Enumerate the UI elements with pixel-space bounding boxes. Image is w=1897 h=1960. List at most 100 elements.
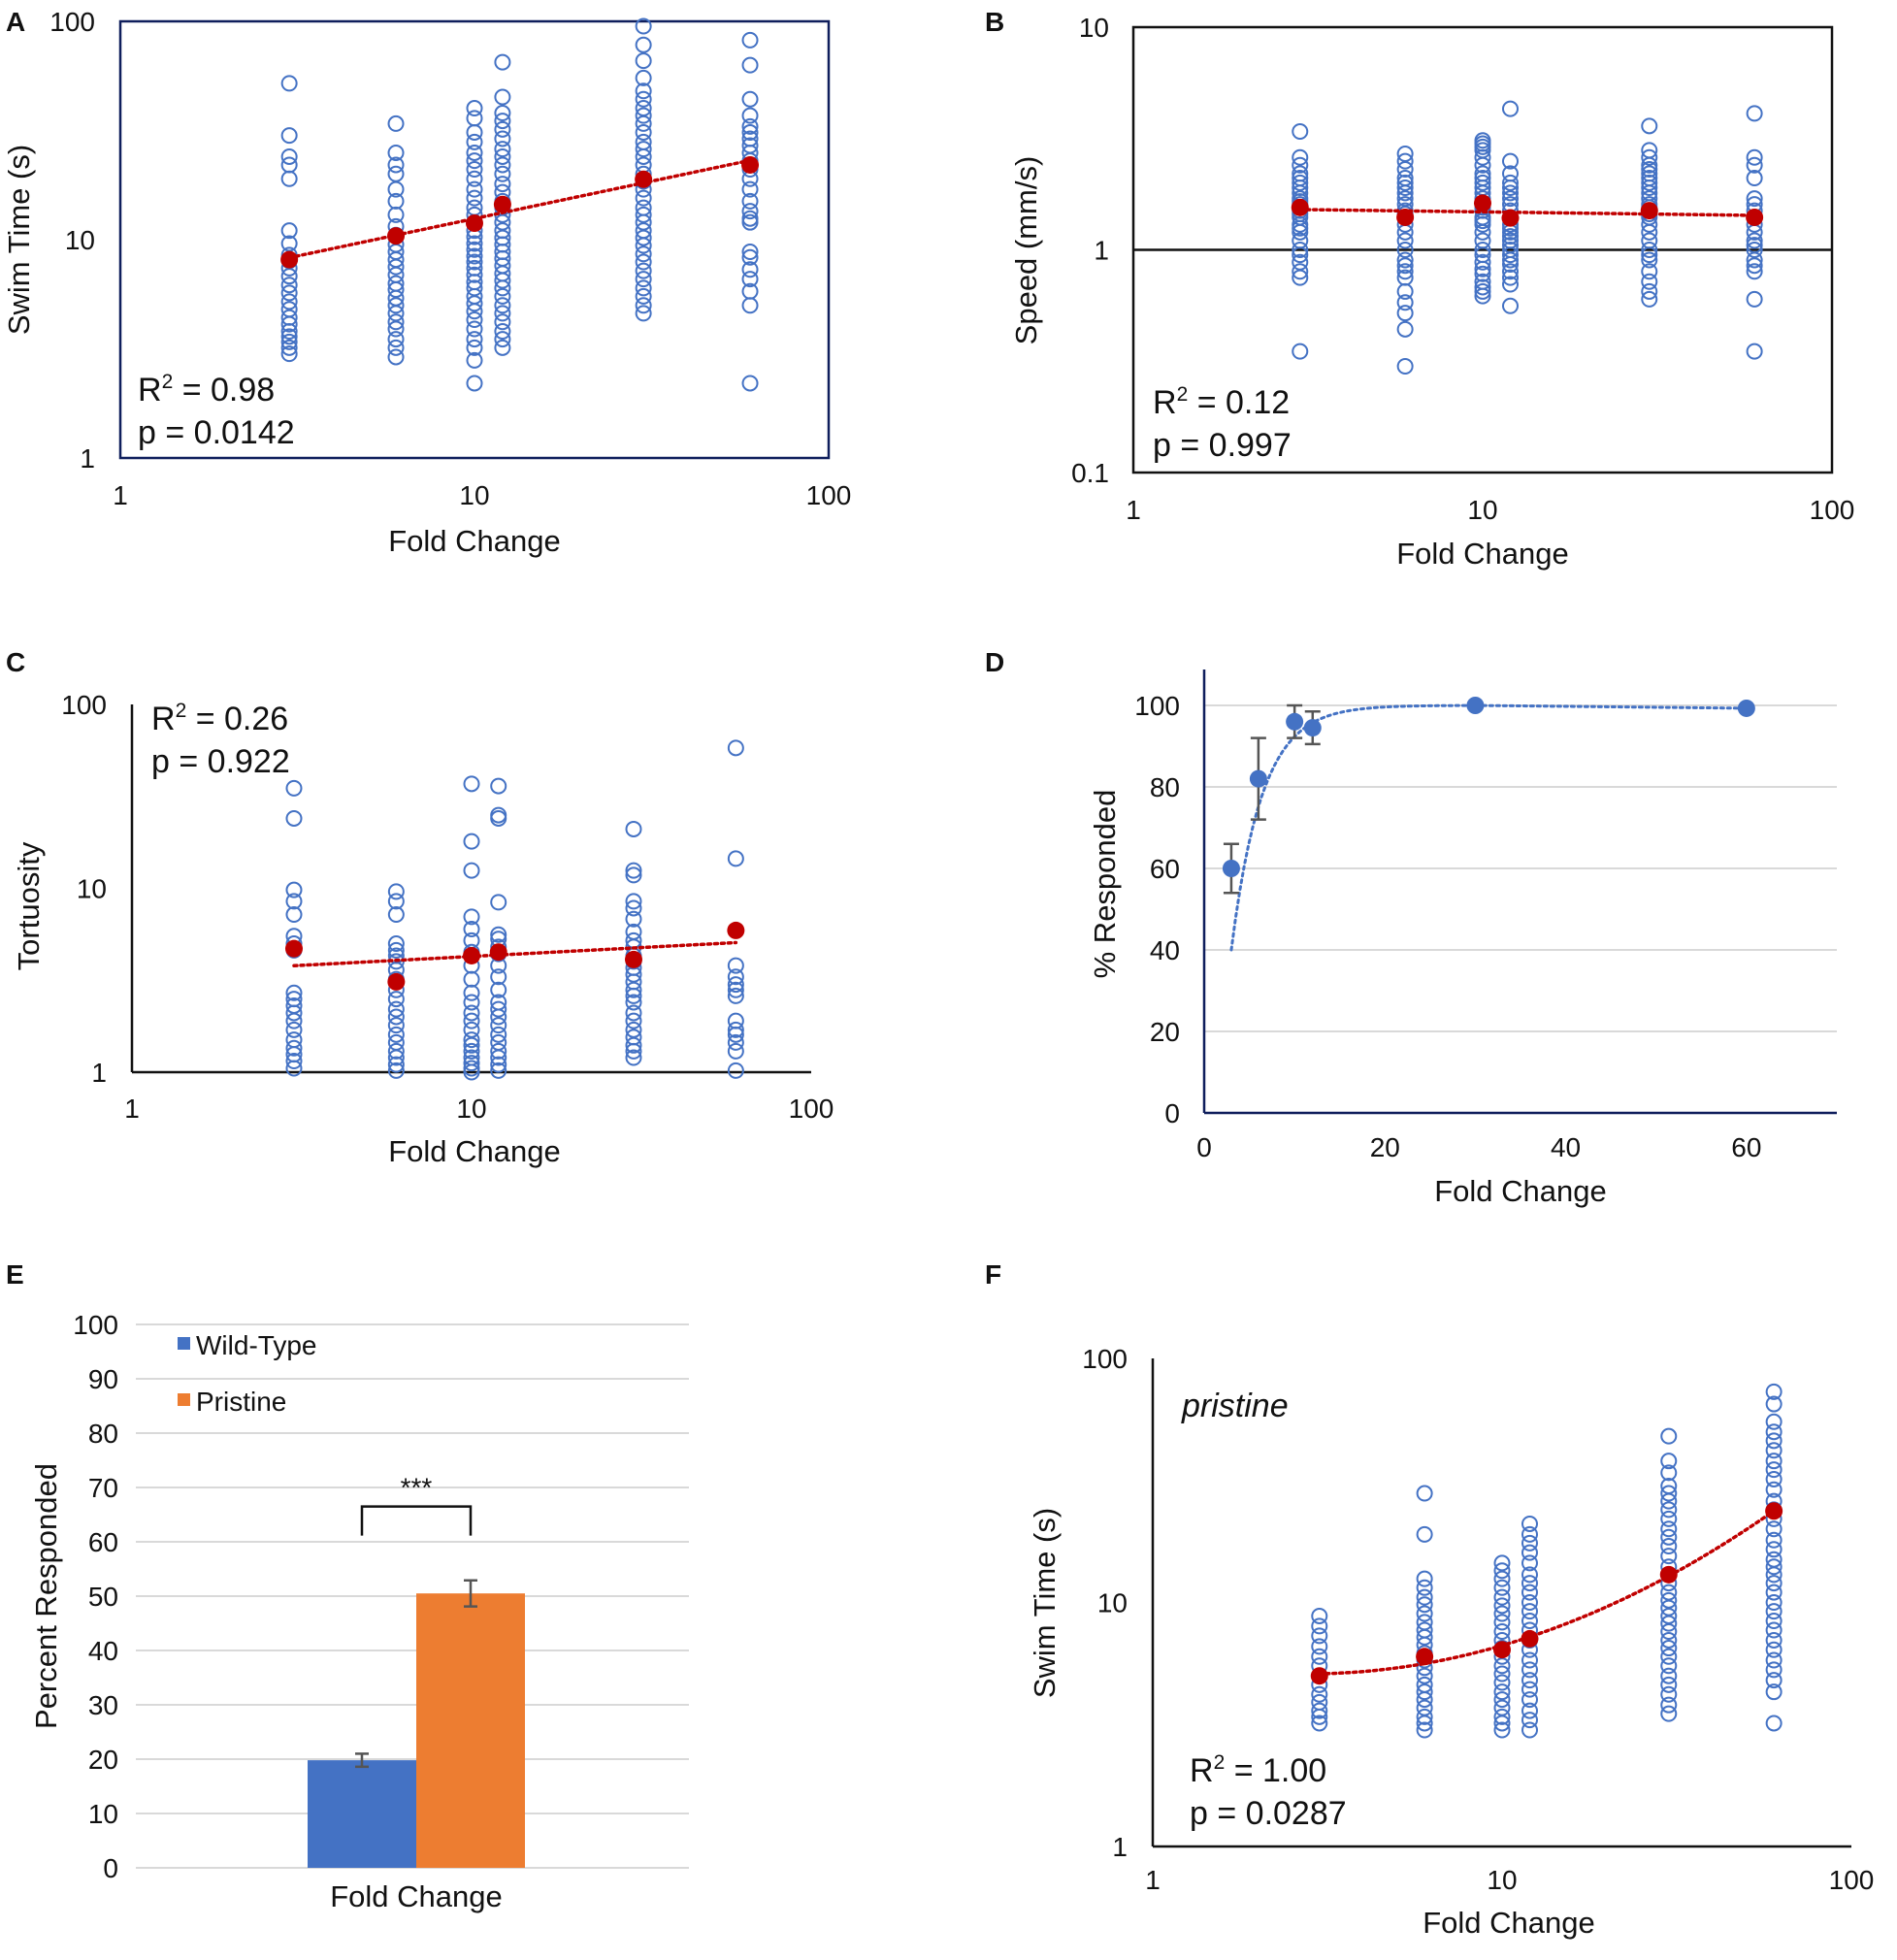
data-point: [387, 305, 405, 322]
x-tick-label: 20: [1370, 1132, 1400, 1162]
data-point: [1493, 1674, 1511, 1691]
data-point: [1396, 174, 1414, 191]
p-value-label: p = 0.922: [151, 743, 290, 780]
x-tick-label: 10: [459, 480, 489, 510]
data-point: [463, 1012, 480, 1029]
data-point: [387, 906, 405, 924]
y-tick-label: 1: [1094, 236, 1109, 266]
data-point: [1641, 263, 1658, 280]
data-point: [1521, 1544, 1539, 1561]
data-point: [1396, 282, 1414, 300]
data-point: [635, 114, 652, 132]
data-point: [625, 1012, 642, 1029]
data-point: [466, 339, 483, 356]
data-point: [285, 1052, 303, 1069]
x-tick-label: 1: [1126, 495, 1141, 525]
data-point: [1502, 276, 1520, 293]
data-point: [1493, 1614, 1511, 1631]
data-point: [1416, 1708, 1433, 1725]
data-point: [463, 1004, 480, 1022]
data-point: [635, 90, 652, 108]
data-point: [1641, 156, 1658, 174]
data-point: [1765, 1423, 1783, 1441]
data-point: [466, 310, 483, 328]
data-point: [1292, 123, 1309, 141]
data-point: [490, 926, 507, 943]
data-point: [387, 297, 405, 314]
data-point: [741, 203, 759, 220]
data-point: [463, 1060, 480, 1077]
data-point: [1292, 242, 1309, 258]
x-axis-title: Fold Change: [388, 1134, 561, 1168]
data-point: [1521, 1515, 1539, 1532]
data-point: [1286, 712, 1304, 731]
data-point: [1521, 1672, 1539, 1689]
data-point: [463, 1031, 480, 1049]
data-point: [285, 809, 303, 827]
data-point: [1292, 269, 1309, 286]
data-point: [1521, 1613, 1539, 1630]
data-point: [1641, 148, 1658, 166]
data-point: [1311, 1607, 1328, 1624]
data-point: [494, 176, 511, 193]
y-tick-label: 40: [1150, 935, 1180, 965]
data-point: [466, 331, 483, 348]
data-point: [1416, 1691, 1433, 1709]
y-tick-label: 100: [1082, 1344, 1128, 1374]
data-point: [490, 1008, 507, 1026]
data-point: [625, 981, 642, 998]
data-point: [285, 1012, 303, 1029]
data-point: [1521, 1661, 1539, 1679]
data-point: [1746, 290, 1763, 308]
data-point: [1502, 297, 1520, 314]
data-point: [635, 253, 652, 271]
mean-point: [1493, 1641, 1511, 1659]
data-point: [635, 123, 652, 141]
data-point: [1292, 156, 1309, 174]
data-point: [387, 114, 405, 132]
data-point: [1660, 1485, 1678, 1502]
data-point: [1416, 1525, 1433, 1543]
data-point: [490, 1056, 507, 1073]
data-point: [625, 994, 642, 1011]
data-point: [1396, 257, 1414, 275]
mean-point: [1501, 209, 1520, 227]
data-point: [280, 75, 298, 92]
x-tick-label: 100: [1829, 1865, 1875, 1895]
data-point: [280, 333, 298, 350]
mean-point: [1746, 208, 1764, 226]
y-axis-title: Tortuosity: [12, 841, 46, 970]
data-point: [490, 1049, 507, 1066]
y-tick-label: 1: [1112, 1832, 1128, 1862]
data-point: [727, 1021, 744, 1038]
data-point: [1521, 1594, 1539, 1611]
data-point: [1292, 246, 1309, 264]
data-point: [1416, 1667, 1433, 1684]
data-point: [727, 981, 744, 998]
data-point: [727, 957, 744, 974]
data-point: [280, 284, 298, 302]
data-point: [1493, 1588, 1511, 1606]
data-point: [1660, 1640, 1678, 1657]
data-point: [741, 107, 759, 124]
r-squared-label: R2 = 0.98: [138, 371, 275, 408]
data-point: [494, 287, 511, 305]
data-point: [1474, 215, 1491, 233]
data-point: [1502, 263, 1520, 280]
data-point: [1502, 269, 1520, 286]
panel-letter: B: [985, 7, 1004, 37]
mean-point: [1521, 1629, 1539, 1648]
x-tick-label: 100: [789, 1094, 834, 1124]
x-tick-label: 1: [113, 480, 128, 510]
data-point: [1641, 223, 1658, 241]
data-point: [1746, 257, 1763, 275]
data-point: [1493, 1562, 1511, 1580]
data-point: [490, 968, 507, 986]
mean-point: [387, 972, 406, 991]
data-point: [387, 144, 405, 161]
data-point: [466, 100, 483, 117]
bar: [416, 1593, 525, 1868]
data-point: [280, 328, 298, 345]
data-point: [387, 935, 405, 953]
